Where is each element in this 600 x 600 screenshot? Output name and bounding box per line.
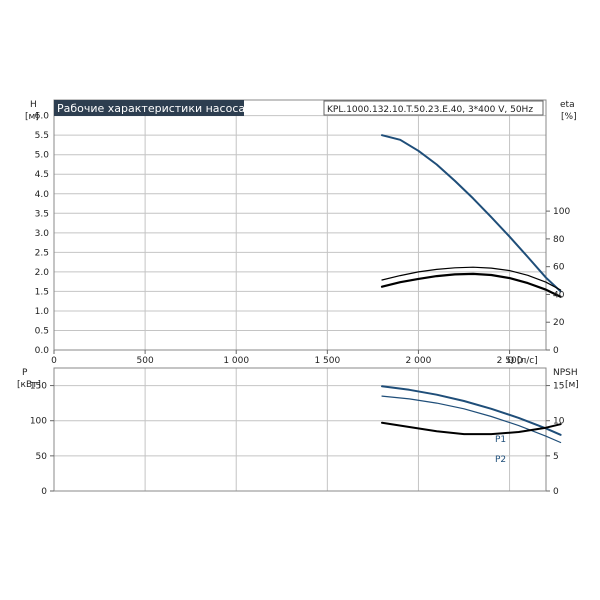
x-tick-label: 500	[137, 356, 154, 366]
bottom-right-axis-unit: [м]	[565, 380, 579, 390]
h-tick-label: 6.0	[35, 112, 50, 122]
eta-tick-label: 20	[553, 318, 565, 328]
x-tick-label: 2 500	[497, 356, 523, 366]
h-tick-label: 2.5	[35, 248, 49, 258]
x-axis-label: Q [л/с]	[507, 356, 538, 366]
bottom-series-line-2	[381, 421, 562, 436]
bottom-series-line-1	[381, 395, 562, 444]
h-tick-label: 0.5	[35, 326, 49, 336]
top-series-line-0	[381, 134, 562, 293]
bottom-left-axis-unit: [кВт]	[17, 380, 41, 390]
top-right-axis-label: eta	[560, 100, 575, 110]
x-tick-label: 2 000	[406, 356, 432, 366]
top-panel-ticks: 0 500 1 000 1 500 2 000 2 500 0.0 0.5 1.0 1.5 2.0 2…	[35, 112, 571, 366]
h-tick-label: 5.0	[35, 151, 50, 161]
top-panel-series	[380, 134, 562, 298]
h-tick-label: 1.5	[35, 287, 49, 297]
curve-label-p2: P2	[495, 455, 506, 465]
p-tick-label: 0	[41, 487, 47, 497]
h-tick-label: 1.0	[35, 307, 50, 317]
eta-tick-label: 0	[553, 346, 559, 356]
eta-tick-label: 40	[553, 290, 565, 300]
h-tick-label: 2.0	[35, 268, 50, 278]
x-tick-label: 1 500	[314, 356, 340, 366]
top-panel-frame	[53, 99, 547, 351]
chart-title: Рабочие характеристики насоса	[57, 102, 245, 115]
h-tick-label: 5.5	[35, 131, 49, 141]
h-tick-label: 3.0	[35, 229, 50, 239]
p-tick-label: 50	[36, 452, 48, 462]
x-tick-label: 1 000	[223, 356, 249, 366]
top-series-line-1	[381, 266, 562, 291]
top-left-axis-unit: [м]	[25, 112, 39, 122]
top-right-axis-unit: [%]	[561, 112, 577, 122]
h-tick-label: 4.0	[35, 190, 50, 200]
p-tick-label: 100	[30, 417, 47, 427]
h-tick-label: 3.5	[35, 209, 49, 219]
model-label-box	[323, 100, 544, 116]
top-series-line-2	[380, 272, 562, 298]
bottom-panel-series	[381, 385, 562, 444]
model-label: KPL.1000.132.10.T.50.23.E.40, 3*400 V, 5…	[327, 105, 533, 115]
curve-label-p1: P1	[495, 435, 506, 445]
npsh-tick-label: 15	[553, 382, 564, 392]
top-panel-grid	[53, 100, 546, 351]
bottom-right-axis-label: NPSH	[553, 368, 578, 378]
chart-title-background	[54, 100, 244, 116]
eta-tick-label: 100	[553, 207, 570, 217]
bottom-series-line-0	[381, 385, 562, 436]
eta-tick-label: 60	[553, 263, 565, 273]
p-tick-label: 150	[30, 382, 47, 392]
npsh-tick-label: 0	[553, 487, 559, 497]
bottom-left-axis-label: P	[22, 368, 28, 378]
h-tick-label: 0.0	[35, 346, 50, 356]
h-tick-label: 4.5	[35, 170, 49, 180]
top-left-axis-label: H	[30, 100, 37, 110]
x-tick-label: 0	[51, 356, 57, 366]
bottom-panel-frame	[53, 367, 547, 492]
npsh-tick-label: 5	[553, 452, 559, 462]
eta-tick-label: 80	[553, 235, 565, 245]
npsh-tick-label: 10	[553, 417, 565, 427]
bottom-panel-ticks: 0 50 100 150 0 5 10 15	[30, 382, 565, 497]
